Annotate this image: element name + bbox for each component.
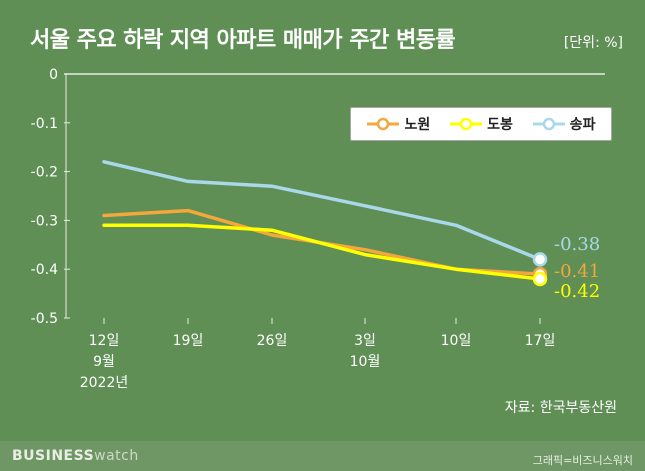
legend-label-songpa: 송파 — [569, 117, 596, 133]
chart-title: 서울 주요 하락 지역 아파트 매매가 주간 변동률 — [30, 28, 456, 53]
y-tick-label: -0.1 — [31, 116, 58, 132]
legend-label-nowon: 노원 — [404, 117, 431, 133]
brand-main: BUSINESS — [12, 448, 95, 464]
end-marker-dobong — [532, 271, 548, 287]
chart-plot: 0 -0.1 -0.2 -0.3 -0.4 -0.5 12일 9월 2022년 19일 26일 3일 1… — [31, 67, 605, 391]
legend-item-dobong: 도봉 — [449, 114, 513, 134]
end-value-label-songpa: -0.38 — [554, 234, 600, 255]
x-tick-label: 3일 — [354, 333, 376, 349]
brand-sub: watch — [94, 448, 139, 464]
y-tick-label: -0.3 — [31, 213, 58, 229]
x-tick-label: 10월 — [350, 354, 381, 370]
graphic-credit: 그래픽=비즈니스워치 — [532, 454, 633, 467]
unit-label: [단위: %] — [563, 35, 623, 51]
legend-swatch-dobong — [450, 117, 483, 131]
x-tick-label: 12일 — [89, 333, 120, 349]
legend-item-songpa: 송파 — [532, 114, 596, 134]
end-value-label-dobong: -0.42 — [554, 281, 600, 302]
x-tick-label: 17일 — [525, 333, 556, 349]
footer-bar — [0, 441, 645, 471]
source-note: 자료: 한국부동산원 — [504, 400, 617, 416]
end-value-label-nowon: -0.41 — [554, 261, 600, 282]
x-tick-label: 26일 — [257, 333, 288, 349]
end-marker-songpa — [532, 252, 548, 267]
y-tick-label: -0.4 — [31, 262, 58, 278]
x-tick-label: 9월 — [93, 354, 115, 370]
series-line-songpa — [102, 160, 542, 262]
legend-swatch-songpa — [532, 117, 565, 131]
legend-item-nowon: 노원 — [366, 114, 430, 134]
y-tick-label: -0.2 — [31, 165, 58, 181]
legend: 노원 도봉 송파 — [350, 107, 612, 141]
legend-label-dobong: 도봉 — [487, 117, 513, 133]
legend-swatch-nowon — [367, 117, 400, 131]
series-line-dobong — [102, 223, 542, 281]
y-tick-label: 0 — [49, 67, 58, 83]
brand-logo: BUSINESSwatch — [12, 448, 139, 464]
y-tick-label: -0.5 — [31, 311, 58, 327]
x-tick-label: 10일 — [441, 333, 472, 349]
x-tick-label: 2022년 — [80, 375, 129, 391]
x-tick-label: 19일 — [173, 333, 204, 349]
